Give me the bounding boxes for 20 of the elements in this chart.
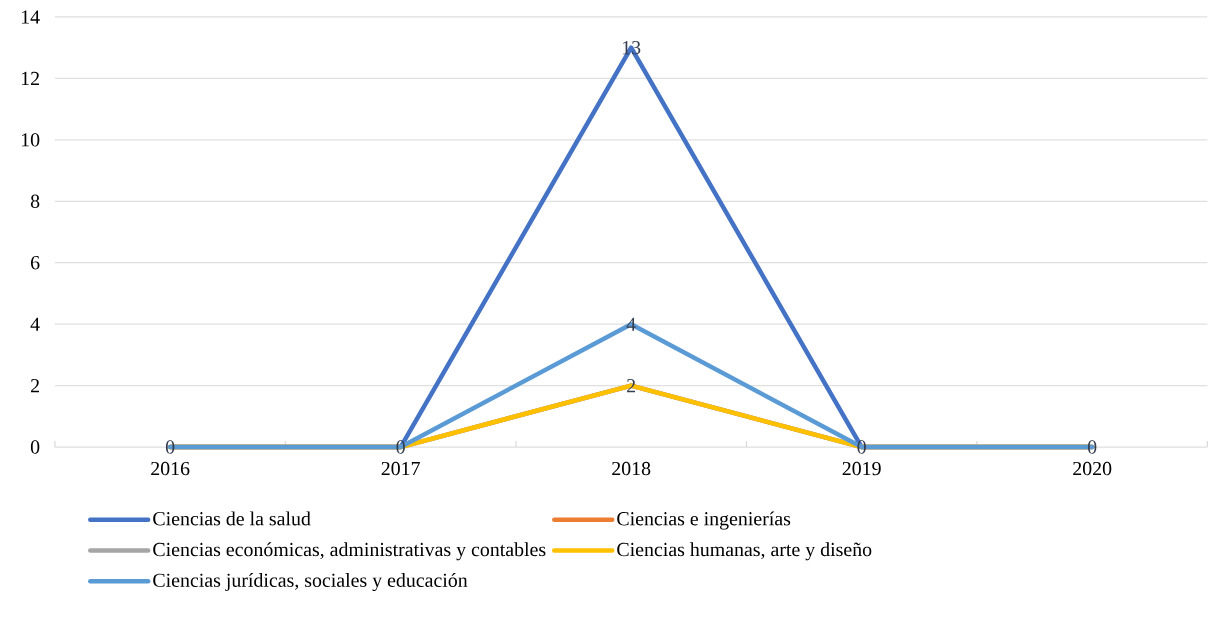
y-tick-label: 6 bbox=[31, 256, 40, 270]
y-tick-label: 10 bbox=[21, 133, 40, 147]
x-tick-label: 2017 bbox=[381, 462, 420, 476]
legend-label: Ciencias jurídicas, sociales y educación bbox=[153, 573, 468, 592]
x-tick-label: 2018 bbox=[612, 462, 651, 476]
data-label: 0 bbox=[165, 440, 175, 454]
legend-label: Ciencias e ingenierías bbox=[617, 511, 791, 530]
y-tick-label: 2 bbox=[31, 379, 39, 393]
legend-label: Ciencias humanas, arte y diseño bbox=[617, 542, 872, 561]
y-tick-label: 12 bbox=[21, 71, 39, 86]
x-tick-label: 2019 bbox=[842, 462, 881, 476]
x-tick-label: 2016 bbox=[151, 462, 190, 476]
legend-label: Ciencias económicas, administrativas y contables bbox=[153, 542, 546, 561]
y-tick-label: 8 bbox=[30, 194, 40, 209]
x-tick-label: 2020 bbox=[1073, 462, 1112, 476]
y-tick-label: 4 bbox=[30, 317, 40, 331]
legend-label: Ciencias de la salud bbox=[153, 511, 311, 526]
y-tick-label: 14 bbox=[21, 10, 40, 24]
y-tick-label: 0 bbox=[30, 440, 40, 454]
data-label: 0 bbox=[1087, 440, 1097, 454]
